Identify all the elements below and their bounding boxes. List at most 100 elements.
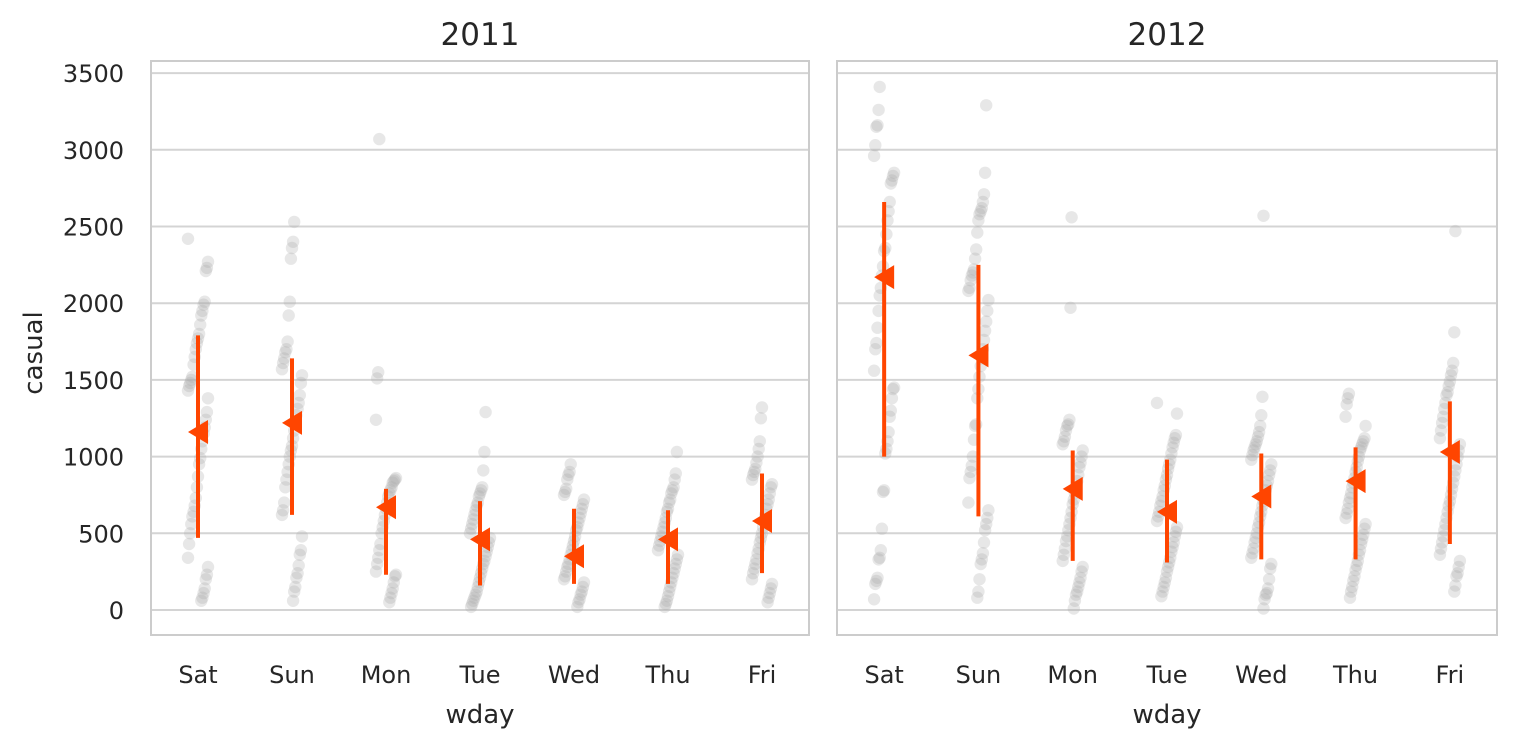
data-point <box>1159 571 1173 584</box>
data-point <box>964 274 977 287</box>
data-point <box>1056 438 1069 451</box>
data-point <box>283 295 296 308</box>
data-point <box>1258 593 1271 606</box>
data-point <box>1444 369 1458 382</box>
data-point <box>962 496 975 509</box>
data-point <box>294 376 308 390</box>
data-point <box>1247 542 1260 555</box>
data-point <box>185 373 198 387</box>
data-point <box>1354 537 1368 551</box>
mean-marker-fri <box>1439 439 1460 464</box>
data-point <box>966 266 980 279</box>
data-point <box>871 321 884 334</box>
data-point <box>976 195 990 209</box>
x-axis-label: wday <box>445 700 514 730</box>
data-point <box>965 459 978 472</box>
data-point <box>576 580 590 594</box>
data-point <box>276 504 290 517</box>
data-point <box>288 215 301 229</box>
data-point <box>1058 430 1072 443</box>
data-point <box>980 517 993 531</box>
data-point <box>658 600 671 614</box>
data-point <box>981 511 994 525</box>
data-point <box>754 412 768 425</box>
x-tick-label: Wed <box>548 661 600 689</box>
data-point <box>762 591 775 604</box>
data-point <box>1350 559 1363 572</box>
data-point <box>388 570 402 583</box>
y-tick-label: 0 <box>109 597 124 625</box>
mean-marker-sat <box>188 420 208 445</box>
data-point <box>1359 517 1372 531</box>
data-point <box>1261 474 1275 488</box>
data-point <box>560 565 573 578</box>
data-point <box>572 596 585 609</box>
x-tick-label: Wed <box>1235 661 1287 689</box>
data-point <box>278 352 291 365</box>
data-point <box>286 235 300 248</box>
data-point <box>1341 392 1355 405</box>
data-point <box>669 467 682 480</box>
data-point <box>560 482 573 495</box>
data-point <box>468 508 481 522</box>
data-point <box>467 594 480 607</box>
x-tick-label: Sat <box>864 661 903 689</box>
data-point <box>1252 425 1266 439</box>
data-point <box>1339 410 1352 423</box>
data-point <box>887 166 901 179</box>
data-point <box>384 591 397 604</box>
data-point <box>977 188 991 201</box>
data-point <box>1358 432 1371 445</box>
data-point <box>745 573 759 586</box>
mean-marker-mon <box>1062 476 1083 501</box>
data-point <box>1247 444 1260 457</box>
data-point <box>278 496 291 509</box>
data-point <box>973 573 986 586</box>
data-point <box>1168 530 1182 543</box>
data-point <box>1161 560 1175 574</box>
x-tick-label: Sun <box>956 661 1002 689</box>
data-point <box>201 392 215 405</box>
data-point <box>387 474 400 488</box>
data-point <box>1166 540 1179 554</box>
data-point <box>186 370 199 383</box>
data-point <box>197 586 210 600</box>
data-point <box>749 462 762 476</box>
data-point <box>1357 435 1370 448</box>
data-point <box>1348 570 1361 583</box>
data-point <box>198 582 211 595</box>
data-point <box>1434 542 1448 555</box>
data-point <box>1347 574 1360 588</box>
data-point <box>196 304 209 318</box>
data-point <box>668 562 681 575</box>
x-axis-label: wday <box>1132 700 1201 730</box>
data-point <box>1349 563 1362 577</box>
data-point <box>978 524 992 537</box>
data-point <box>1356 533 1369 546</box>
data-point <box>1257 602 1270 615</box>
data-point <box>883 410 896 423</box>
data-point <box>873 80 886 94</box>
data-point <box>1056 554 1069 568</box>
data-point <box>876 485 890 499</box>
data-point <box>1438 524 1451 537</box>
x-tick-label: Tue <box>459 661 501 689</box>
data-point <box>870 120 883 133</box>
data-point <box>577 493 591 506</box>
data-point <box>1260 586 1274 600</box>
data-point <box>284 252 298 265</box>
data-point <box>1343 491 1357 505</box>
data-point <box>1354 441 1368 454</box>
data-point <box>1256 390 1269 403</box>
data-point <box>1340 507 1353 520</box>
data-point <box>659 597 672 611</box>
data-point <box>467 513 480 526</box>
data-point <box>573 593 586 606</box>
data-point <box>872 103 885 117</box>
data-point <box>370 557 384 571</box>
data-point <box>184 376 197 390</box>
data-point <box>662 496 676 509</box>
data-point <box>981 304 994 318</box>
mean-marker-wed <box>1251 484 1272 509</box>
